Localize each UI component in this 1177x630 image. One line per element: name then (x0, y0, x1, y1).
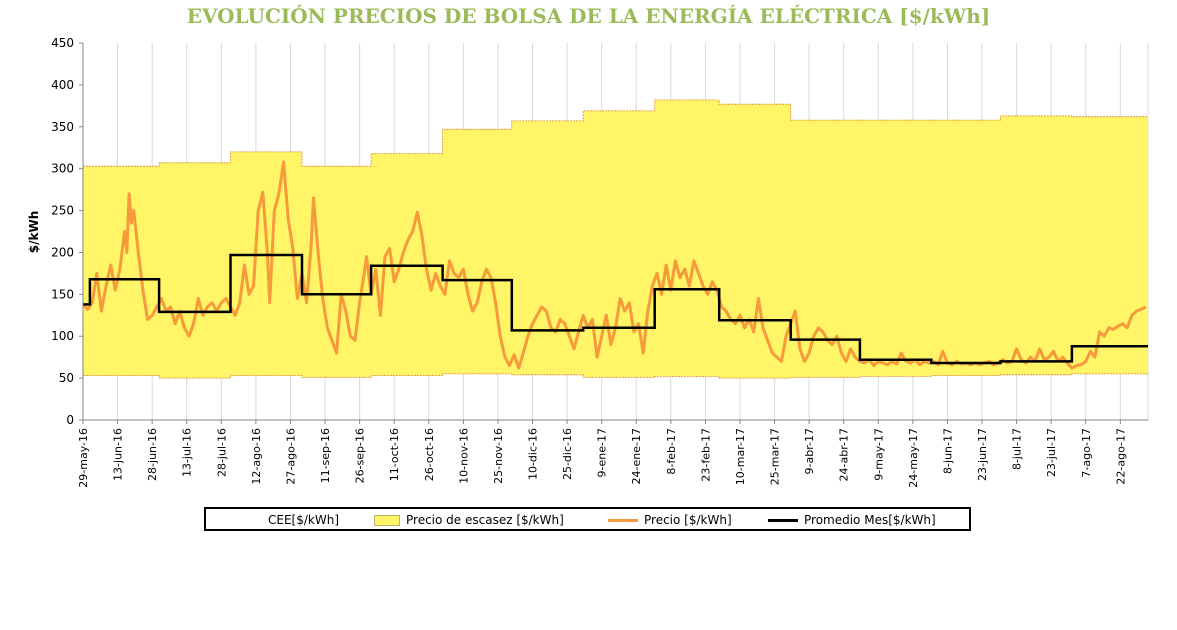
x-tick-label: 11-oct-16 (388, 428, 401, 481)
scarcity-band-upper-edge (83, 99, 1148, 167)
legend-swatch-price (608, 518, 638, 522)
x-tick-label: 26-oct-16 (423, 428, 436, 481)
scarcity-band-lower-edge (83, 373, 1148, 379)
x-tick-label: 10-mar-17 (734, 428, 747, 485)
x-tick-label: 24-abr-17 (838, 428, 851, 481)
y-tick-label: 450 (51, 36, 74, 50)
x-tick-label: 13-jun-16 (112, 428, 125, 481)
x-tick-label: 9-may-17 (872, 428, 885, 481)
x-tick-label: 11-sep-16 (319, 428, 332, 483)
x-tick-label: 10-dic-16 (527, 428, 540, 480)
legend-swatch-band (374, 514, 400, 526)
x-tick-label: 7-ago-17 (1080, 428, 1093, 478)
x-tick-label: 28-jul-16 (215, 428, 228, 477)
x-tick-label: 25-dic-16 (561, 428, 574, 480)
legend-item-cee: CEE[$/kWh] (268, 512, 339, 528)
y-tick-label: 50 (59, 371, 74, 385)
x-tick-label: 8-jul-17 (1011, 428, 1024, 470)
legend-label: Precio de escasez [$/kWh] (406, 513, 564, 527)
scarcity-band-layer (83, 99, 1148, 379)
y-tick-label: 0 (66, 413, 74, 427)
x-tick-label: 10-nov-16 (457, 428, 470, 484)
legend-item-precio-escasez: Precio de escasez [$/kWh] (374, 512, 564, 528)
x-tick-label: 22-ago-17 (1114, 428, 1127, 485)
y-tick-label: 300 (51, 162, 74, 176)
x-tick-label: 25-nov-16 (492, 428, 505, 484)
legend: CEE[$/kWh] Precio de escasez [$/kWh] Pre… (204, 507, 971, 531)
x-tick-label: 24-ene-17 (630, 428, 643, 484)
y-tick-label: 350 (51, 120, 74, 134)
x-tick-label: 29-may-16 (77, 428, 90, 488)
x-tick-label: 24-may-17 (907, 428, 920, 488)
x-tick-label: 9-abr-17 (803, 428, 816, 474)
legend-item-precio: Precio [$/kWh] (608, 512, 732, 528)
monthly-average-step-line (83, 253, 1148, 365)
y-tick-label: 100 (51, 329, 74, 343)
y-tick-label: 400 (51, 78, 74, 92)
chart-title: EVOLUCIÓN PRECIOS DE BOLSA DE LA ENERGÍA… (186, 4, 991, 28)
x-tick-label: 27-ago-16 (285, 428, 298, 485)
legend-label: Precio [$/kWh] (644, 513, 732, 527)
legend-swatch-average (768, 518, 798, 522)
x-tick-label: 13-jul-16 (181, 428, 194, 477)
x-tick-label: 28-jun-16 (146, 428, 159, 481)
x-tick-label: 23-jul-17 (1045, 428, 1058, 477)
x-tick-label: 23-feb-17 (699, 428, 712, 482)
monthly-average-layer (83, 253, 1148, 365)
x-tick-label: 8-jun-17 (941, 428, 954, 474)
x-tick-label: 8-feb-17 (665, 428, 678, 475)
x-tick-label: 26-sep-16 (354, 428, 367, 483)
axes-layer: 0 50 100 150 200 250 300 350 400 450 29-may-16 13-j… (51, 36, 1148, 488)
y-tick-label: 150 (51, 287, 74, 301)
y-axis-label: $/kWh (27, 211, 41, 254)
y-tick-label: 250 (51, 204, 74, 218)
x-tick-label: 9-ene-17 (596, 428, 609, 477)
legend-label: Promedio Mes[$/kWh] (804, 513, 936, 527)
scarcity-band-area (83, 100, 1148, 379)
y-tick-label: 200 (51, 245, 74, 259)
legend-item-promedio-mes: Promedio Mes[$/kWh] (768, 512, 936, 528)
x-tick-label: 25-mar-17 (769, 428, 782, 485)
legend-label: CEE[$/kWh] (268, 513, 340, 527)
x-tick-label: 12-ago-16 (250, 428, 263, 485)
x-tick-label: 23-jun-17 (976, 428, 989, 481)
